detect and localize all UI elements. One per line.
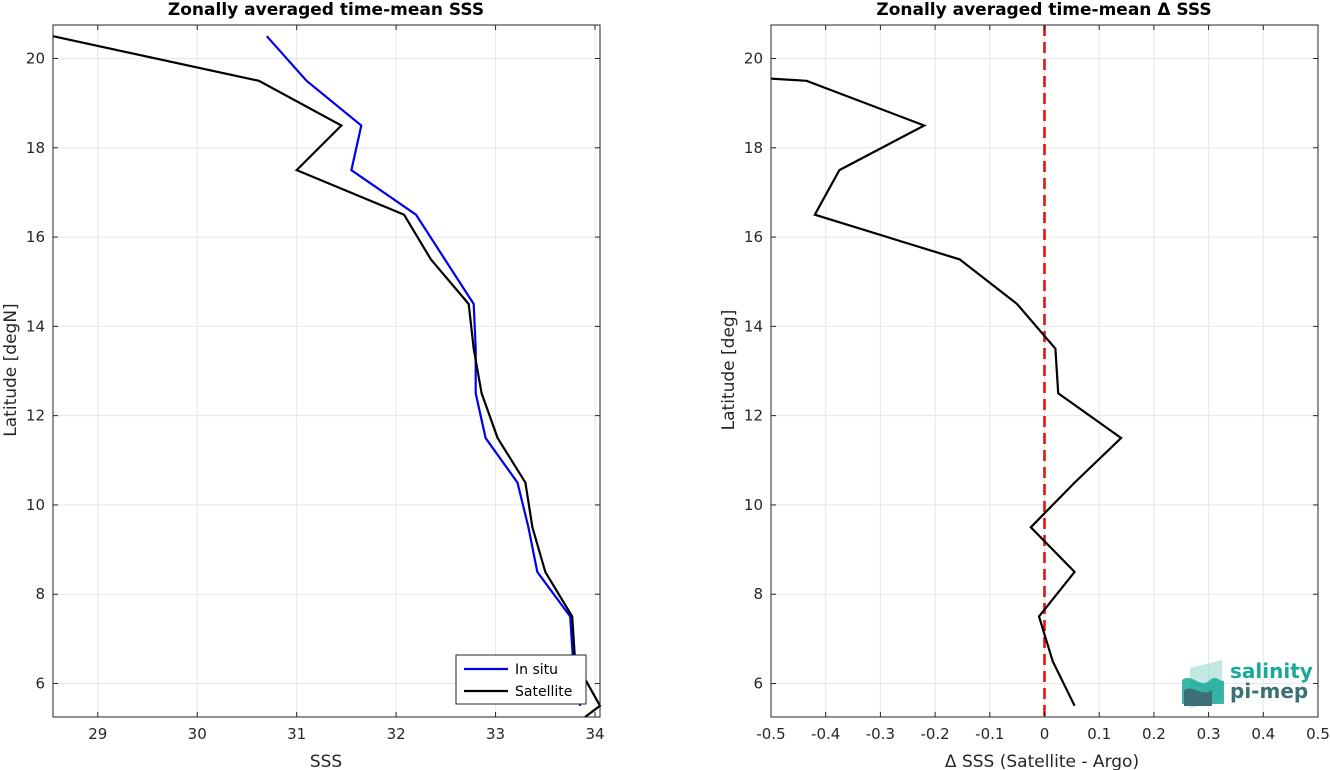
- salinity-pi-mep-logo: salinity pi-mep: [1182, 659, 1313, 708]
- grid: [53, 25, 600, 717]
- y-tick-label: 10: [744, 496, 763, 514]
- x-tick-label: 34: [585, 725, 604, 743]
- logo-text-pi-mep: pi-mep: [1230, 679, 1308, 703]
- legend-label-satellite: Satellite: [515, 684, 572, 700]
- y-tick-label: 8: [35, 585, 45, 603]
- chart-title: Zonally averaged time-mean Δ SSS: [876, 0, 1211, 20]
- delta-sss-panel: -0.5 -0.4 -0.3 -0.2 -0.1 0 0.1 0.2 0.3 0.4 0.5 6 8 10…: [719, 0, 1330, 770]
- x-tick-label: 0.1: [1087, 725, 1111, 743]
- y-tick-label: 20: [744, 49, 763, 67]
- y-axis-label: Latitude [deg]: [719, 310, 739, 431]
- x-axis-label: Δ SSS (Satellite - Argo): [945, 752, 1139, 770]
- logo-text-salinity: salinity: [1230, 659, 1313, 683]
- y-tick-label: 18: [26, 139, 45, 157]
- y-tick-label: 16: [26, 228, 45, 246]
- x-tick-label: -0.3: [866, 725, 895, 743]
- y-tick-label: 14: [26, 317, 45, 335]
- legend-label-in-situ: In situ: [515, 662, 558, 678]
- legend: In situ Satellite: [455, 654, 587, 705]
- wave-logo-icon: [1182, 660, 1224, 708]
- x-tick-label: 0.4: [1251, 725, 1275, 743]
- x-tick-label: 0.2: [1142, 725, 1166, 743]
- series-lines: [52, 35, 602, 718]
- x-tick-label: 30: [188, 725, 207, 743]
- y-tick-label: 14: [744, 317, 763, 335]
- x-tick-label: 32: [387, 725, 406, 743]
- y-tick-label: 10: [26, 496, 45, 514]
- y-tick-label: 20: [26, 49, 45, 67]
- series-lines: [770, 77, 1123, 707]
- x-tick-label: -0.4: [811, 725, 840, 743]
- series-line-satellite: [52, 35, 602, 718]
- legend-box: [455, 654, 587, 705]
- y-tick-label: 12: [744, 407, 763, 425]
- x-tick-label: -0.5: [756, 725, 785, 743]
- y-tick-label: 12: [26, 407, 45, 425]
- x-axis-label: SSS: [310, 752, 342, 770]
- x-tick-label: 33: [486, 725, 505, 743]
- sss-panel: 29 30 31 32 33 34 6 8 10 12 14 16 18 20 Zonally avera…: [1, 0, 605, 770]
- series-line-in-situ: [265, 35, 582, 706]
- y-axis-label: Latitude [degN]: [1, 303, 21, 436]
- series-line-delta-sss: [770, 77, 1123, 707]
- x-tick-label: 31: [287, 725, 306, 743]
- y-tick-label: 6: [35, 675, 45, 693]
- chart-title: Zonally averaged time-mean SSS: [168, 0, 484, 20]
- axes-frame: [52, 24, 601, 718]
- x-tick-label: 0: [1040, 725, 1050, 743]
- y-tick-label: 18: [744, 139, 763, 157]
- x-tick-label: 0.5: [1306, 725, 1330, 743]
- ticks: 29 30 31 32 33 34 6 8 10 12 14 16 18 20: [26, 25, 605, 743]
- y-tick-label: 6: [753, 675, 763, 693]
- y-tick-label: 16: [744, 228, 763, 246]
- ticks: -0.5 -0.4 -0.3 -0.2 -0.1 0 0.1 0.2 0.3 0.4 0.5 6 8 10…: [744, 25, 1330, 743]
- x-tick-label: -0.2: [920, 725, 949, 743]
- x-tick-label: 29: [88, 725, 107, 743]
- x-tick-label: 0.3: [1197, 725, 1221, 743]
- x-tick-label: -0.1: [975, 725, 1004, 743]
- y-tick-label: 8: [753, 585, 763, 603]
